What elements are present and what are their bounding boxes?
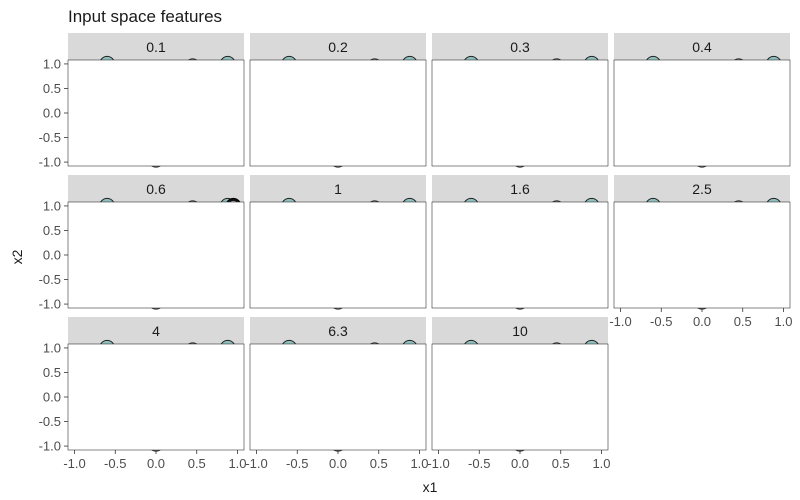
facet-strip-label: 2.5 [692,181,712,197]
facet-strip [68,33,244,60]
x-tick-label: 0.0 [511,456,529,471]
panel-border [431,343,609,451]
x-tick-label: 0.5 [552,456,570,471]
facet-strip [432,317,608,344]
x-tick-label: 1.0 [410,456,428,471]
x-tick-label: 1.0 [592,456,610,471]
y-axis-title: x2 [9,249,25,264]
x-tick-label: -0.5 [104,456,126,471]
facet-strip [432,175,608,202]
x-tick-label: 0.5 [188,456,206,471]
facet-panel: 1.6 [431,175,609,310]
panel-border [613,201,791,309]
facet-panel: 4 [67,317,245,452]
x-tick-label: -1.0 [245,456,267,471]
facet-strip [614,175,790,202]
facet-strip-label: 0.4 [692,39,712,55]
facet-strip-label: 0.6 [146,181,166,197]
facet-panel: 0.3 [431,33,609,168]
facet-panel: 0.2 [249,33,427,168]
facet-strip-label: 1.6 [510,181,530,197]
x-tick-label: -1.0 [609,314,631,329]
y-tick-label: 0.5 [43,365,61,380]
x-tick-label: 0.5 [370,456,388,471]
x-tick-label: 0.0 [147,456,165,471]
facet-strip-label: 10 [512,323,528,339]
y-tick-label: -1.0 [39,155,61,170]
x-tick-label: 0.0 [693,314,711,329]
facet-strip [614,33,790,60]
y-tick-label: 0.0 [43,106,61,121]
facet-strip-label: 6.3 [328,323,348,339]
facet-strip-label: 0.3 [510,39,530,55]
facet-panels: 0.1 0.2 0.3 0.4 0.6 1 1.6 2.5 4 6.3 10 [67,33,791,452]
facet-panel: 1 [249,175,427,310]
panel-border [431,201,609,309]
x-tick-label: -0.5 [286,456,308,471]
x-tick-label: -1.0 [427,456,449,471]
panel-border [67,343,245,451]
y-tick-label: -0.5 [39,130,61,145]
y-tick-label: 1.0 [43,56,61,71]
x-tick-label: 0.5 [734,314,752,329]
panel-border [613,59,791,167]
facet-panel: 6.3 [249,317,427,452]
facet-strip-label: 0.2 [328,39,348,55]
y-tick-label: 0.0 [43,248,61,263]
facet-strip [250,317,426,344]
facet-panel: 0.4 [613,33,791,168]
panel-border [67,59,245,167]
x-tick-label: 1.0 [774,314,792,329]
y-tick-label: 0.0 [43,390,61,405]
facet-strip-label: 1 [334,181,342,197]
facet-strip [68,317,244,344]
x-axis-title: x1 [423,479,438,495]
y-tick-label: -0.5 [39,272,61,287]
y-tick-label: -1.0 [39,297,61,312]
y-tick-label: -0.5 [39,414,61,429]
x-tick-label: -1.0 [63,456,85,471]
facet-strip [432,33,608,60]
panel-border [431,59,609,167]
x-tick-label: 0.0 [329,456,347,471]
x-tick-label: 1.0 [228,456,246,471]
y-tick-label: 0.5 [43,223,61,238]
facet-panel: 0.1 [67,33,245,168]
facet-panel: 0.6 [67,175,245,310]
facet-strip-label: 4 [152,323,160,339]
panel-border [249,343,427,451]
facet-panel: 10 [431,317,609,452]
facet-strip [250,175,426,202]
axes: 1.00.50.0-0.5-1.01.00.50.0-0.5-1.0-1.0 -0… [39,56,793,471]
panel-border [249,201,427,309]
facet-strip-label: 0.1 [146,39,166,55]
facet-panel: 2.5 [613,175,791,310]
panel-border [67,201,245,309]
y-tick-label: 0.5 [43,81,61,96]
x-tick-label: -0.5 [468,456,490,471]
facet-strip [68,175,244,202]
panel-border [249,59,427,167]
chart-title: Input space features [68,7,222,26]
x-tick-label: -0.5 [650,314,672,329]
y-tick-label: 1.0 [43,198,61,213]
y-tick-label: -1.0 [39,439,61,454]
y-tick-label: 1.0 [43,340,61,355]
facet-strip [250,33,426,60]
